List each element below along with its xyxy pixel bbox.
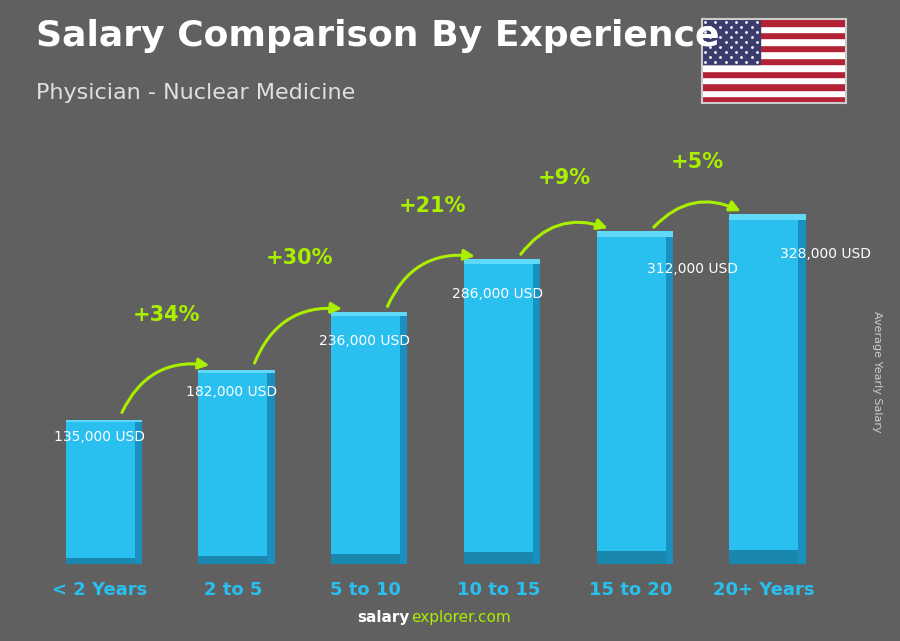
Bar <box>597 551 666 564</box>
Bar <box>400 317 408 564</box>
Bar <box>198 373 267 564</box>
Text: 312,000 USD: 312,000 USD <box>647 262 738 276</box>
Bar <box>729 213 806 220</box>
Bar <box>729 220 798 564</box>
Text: Average Yearly Salary: Average Yearly Salary <box>872 311 883 433</box>
Bar <box>798 220 806 564</box>
Text: 20+ Years: 20+ Years <box>713 581 814 599</box>
Text: 2 to 5: 2 to 5 <box>203 581 262 599</box>
Bar <box>702 96 846 103</box>
Text: +9%: +9% <box>538 169 591 188</box>
Bar <box>702 19 760 64</box>
Bar <box>267 373 274 564</box>
Bar <box>464 258 540 264</box>
Bar <box>597 231 673 237</box>
Text: 236,000 USD: 236,000 USD <box>320 334 410 348</box>
Text: 15 to 20: 15 to 20 <box>590 581 673 599</box>
Text: +34%: +34% <box>132 304 200 325</box>
Bar <box>66 420 142 422</box>
Bar <box>702 64 846 71</box>
Text: salary: salary <box>357 610 410 625</box>
Text: Salary Comparison By Experience: Salary Comparison By Experience <box>36 19 719 53</box>
Bar <box>198 370 274 373</box>
Text: +5%: +5% <box>671 151 724 172</box>
Bar <box>702 26 846 32</box>
Text: 286,000 USD: 286,000 USD <box>452 287 543 301</box>
Bar <box>702 71 846 77</box>
Text: +30%: +30% <box>266 248 333 268</box>
Text: 5 to 10: 5 to 10 <box>330 581 401 599</box>
Bar <box>702 83 846 90</box>
Bar <box>533 264 540 564</box>
Text: < 2 Years: < 2 Years <box>52 581 148 599</box>
Bar <box>464 552 533 564</box>
Bar <box>702 77 846 83</box>
Text: 328,000 USD: 328,000 USD <box>780 247 871 262</box>
Text: 182,000 USD: 182,000 USD <box>186 385 277 399</box>
Bar <box>66 558 135 564</box>
Bar <box>702 58 846 64</box>
Text: explorer.com: explorer.com <box>411 610 511 625</box>
Bar <box>702 51 846 58</box>
Bar <box>702 19 846 26</box>
Bar <box>331 317 400 564</box>
Bar <box>331 312 408 317</box>
Text: Physician - Nuclear Medicine: Physician - Nuclear Medicine <box>36 83 356 103</box>
Bar <box>729 551 798 564</box>
Text: +21%: +21% <box>399 196 466 215</box>
Text: 135,000 USD: 135,000 USD <box>54 429 145 444</box>
Bar <box>198 556 267 564</box>
Bar <box>702 38 846 45</box>
Bar <box>66 422 135 564</box>
Bar <box>702 45 846 51</box>
Bar <box>331 554 400 564</box>
Bar <box>666 237 673 564</box>
Bar <box>135 422 142 564</box>
Bar <box>597 237 666 564</box>
Text: 10 to 15: 10 to 15 <box>456 581 540 599</box>
Bar <box>702 32 846 38</box>
Bar <box>464 264 533 564</box>
Bar <box>702 90 846 96</box>
